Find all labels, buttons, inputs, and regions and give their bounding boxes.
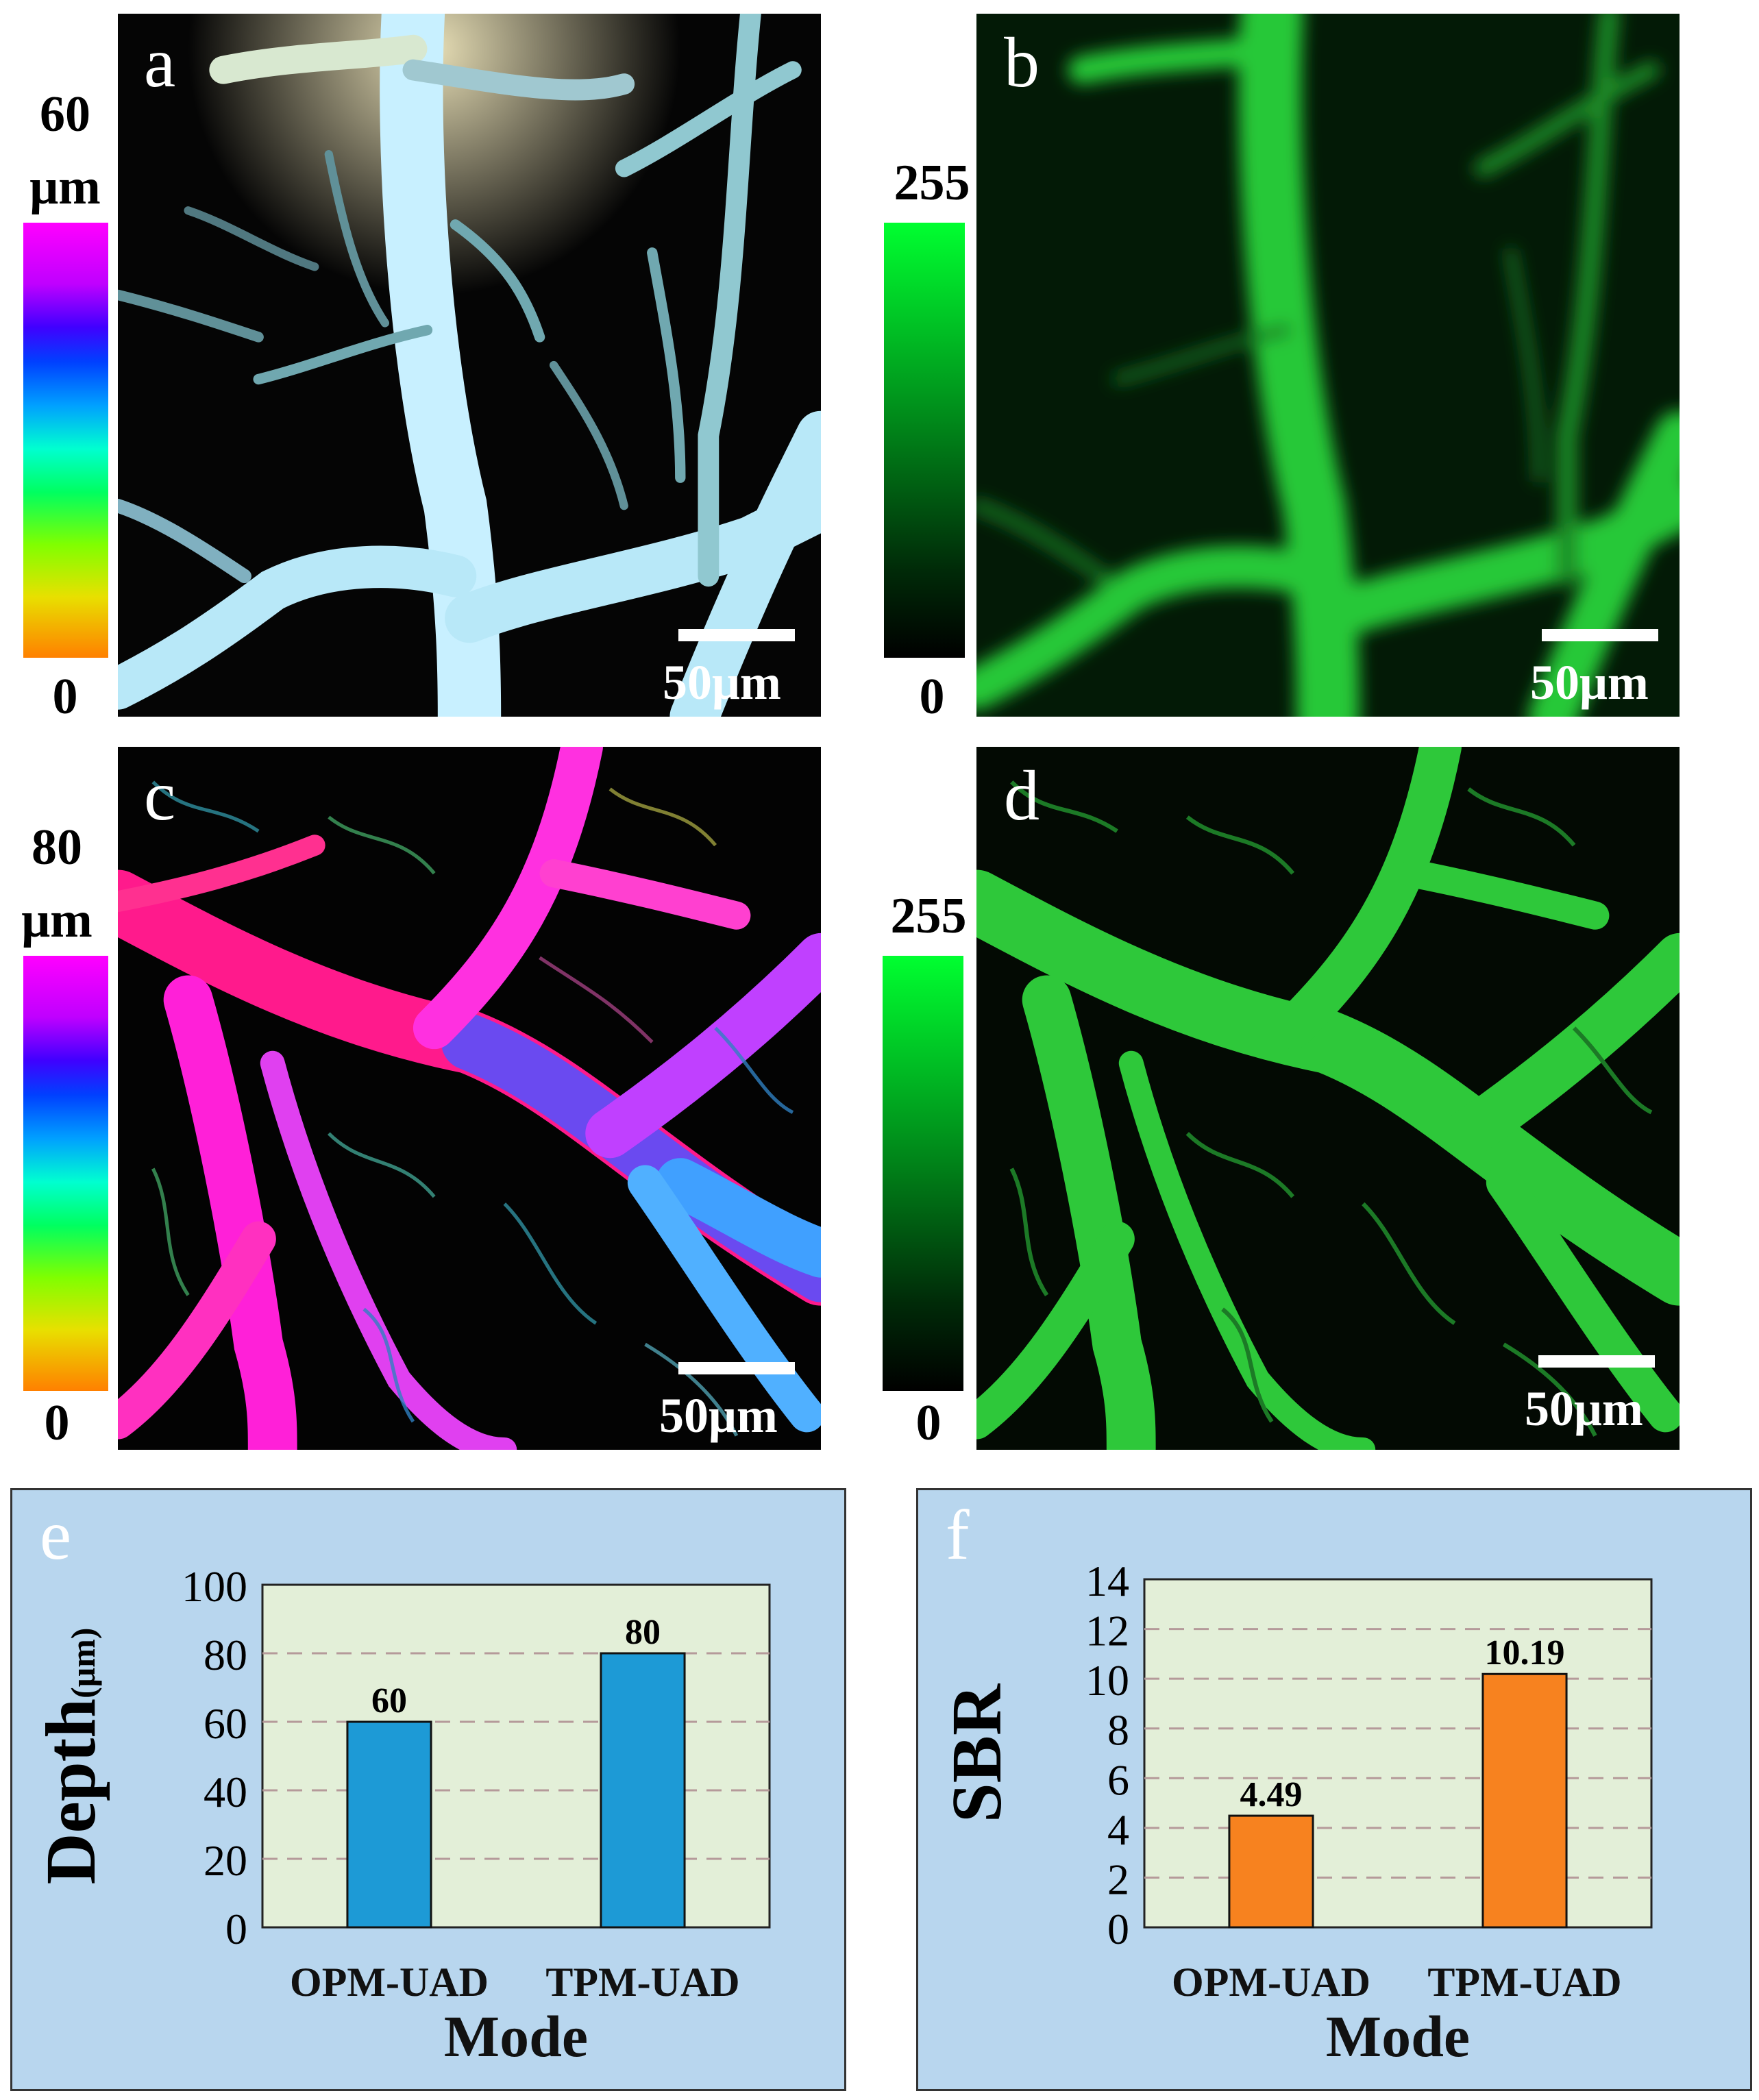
- data-label: 80: [625, 1613, 661, 1652]
- panel-label-b: b: [1004, 23, 1040, 102]
- panel-label-c: c: [144, 756, 176, 835]
- colorbar-a: [23, 223, 108, 658]
- panel-label-f: f: [946, 1496, 970, 1574]
- y-tick-label: 0: [1107, 1905, 1129, 1953]
- y-tick-label: 12: [1085, 1607, 1129, 1655]
- y-tick-label: 60: [204, 1699, 247, 1748]
- x-axis-title: Mode: [444, 2003, 588, 2069]
- scale-bar-c: [678, 1362, 795, 1374]
- data-label: 4.49: [1240, 1775, 1303, 1814]
- colorbar-d-min: 0: [915, 1395, 942, 1451]
- colorbar-a-min: 0: [52, 669, 78, 725]
- micrograph-a: a 50μm: [118, 14, 821, 717]
- colorbar-a-max: 60: [40, 86, 90, 143]
- panel-label-a: a: [144, 23, 176, 102]
- colorbar-c-unit: μm: [21, 892, 93, 948]
- x-tick-label: TPM-UAD: [1427, 1960, 1621, 2005]
- colorbar-a-unit: μm: [29, 159, 101, 215]
- y-tick-label: 10: [1085, 1656, 1129, 1705]
- colorbar-b-min: 0: [919, 669, 945, 725]
- x-tick-label: OPM-UAD: [290, 1960, 489, 2005]
- scale-bar-a: [678, 629, 795, 641]
- colorbar-c: [23, 956, 108, 1391]
- micrograph-c: c 50μm: [118, 747, 821, 1450]
- micrograph-d: d 50μm: [976, 747, 1680, 1450]
- chart-panel-e: e 0 20 40 60 80 100 60 OPM-UAD 80 TPM-UAD Mode Depth…: [10, 1488, 846, 2091]
- y-tick-label: 20: [204, 1836, 247, 1885]
- x-tick-label: TPM-UAD: [545, 1960, 739, 2005]
- y-tick-label: 80: [204, 1631, 247, 1679]
- y-tick-label: 4: [1107, 1805, 1129, 1854]
- scale-label-b: 50μm: [1530, 655, 1649, 710]
- y-tick-label: 14: [1085, 1557, 1129, 1605]
- micrograph-b: b 50μm: [976, 14, 1680, 717]
- data-label: 10.19: [1485, 1633, 1565, 1672]
- y-axis-title: Depth(μm): [32, 1628, 110, 1885]
- bar-tpm-uad: [600, 1652, 686, 1929]
- scale-label-d: 50μm: [1525, 1381, 1643, 1436]
- colorbar-b: [884, 223, 965, 658]
- y-axis-title: SBR: [937, 1683, 1016, 1823]
- bar-opm-uad: [346, 1720, 432, 1929]
- scale-label-c: 50μm: [659, 1388, 778, 1443]
- y-tick-label: 2: [1107, 1855, 1129, 1903]
- scale-label-a: 50μm: [663, 655, 781, 710]
- scale-bar-b: [1542, 629, 1658, 641]
- scale-bar-d: [1538, 1355, 1655, 1368]
- bar-tpm-uad: [1481, 1672, 1568, 1929]
- panel-label-d: d: [1004, 756, 1040, 835]
- bar-opm-uad: [1228, 1814, 1314, 1929]
- panel-label-e: e: [40, 1496, 71, 1574]
- colorbar-b-max: 255: [894, 155, 970, 211]
- plot-area: [261, 1583, 771, 1929]
- y-axis-unit: (μm): [64, 1628, 102, 1698]
- y-tick-label: 8: [1107, 1706, 1129, 1755]
- y-tick-label: 100: [182, 1562, 247, 1611]
- plot-area: [1143, 1578, 1653, 1929]
- y-tick-label: 6: [1107, 1755, 1129, 1804]
- colorbar-c-min: 0: [44, 1395, 70, 1451]
- data-label: 60: [371, 1681, 407, 1720]
- y-tick-label: 40: [204, 1768, 247, 1816]
- colorbar-c-max: 80: [32, 819, 82, 876]
- x-tick-label: OPM-UAD: [1172, 1960, 1370, 2005]
- chart-panel-f: f 0 2 4 6 8 10 12 14 4.49 OPM-UAD 10.19 TPM-UAD Mode S…: [916, 1488, 1752, 2091]
- y-tick-label: 0: [225, 1905, 247, 1953]
- x-axis-title: Mode: [1326, 2003, 1470, 2069]
- colorbar-d-max: 255: [890, 888, 967, 944]
- colorbar-d: [883, 956, 963, 1391]
